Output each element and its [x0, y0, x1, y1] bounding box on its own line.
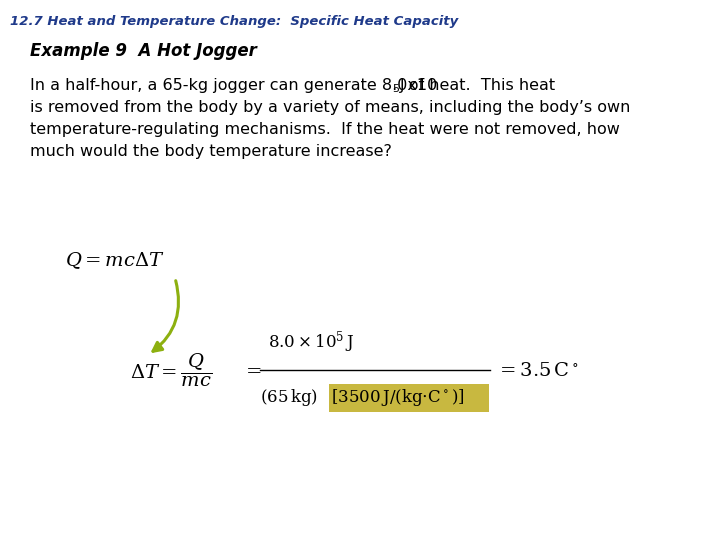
Text: $8.0\times10^5\,\mathrm{J}$: $8.0\times10^5\,\mathrm{J}$: [268, 329, 354, 355]
Text: In a half-hour, a 65-kg jogger can generate 8.0x10: In a half-hour, a 65-kg jogger can gener…: [30, 78, 437, 93]
Text: $=$: $=$: [242, 361, 262, 380]
Text: is removed from the body by a variety of means, including the body’s own: is removed from the body by a variety of…: [30, 100, 631, 115]
FancyBboxPatch shape: [329, 384, 489, 412]
Text: $(65\,\mathrm{kg})$: $(65\,\mathrm{kg})$: [260, 388, 318, 408]
Text: $\Delta T = \dfrac{Q}{mc}$: $\Delta T = \dfrac{Q}{mc}$: [130, 352, 212, 389]
Text: Example 9  A Hot Jogger: Example 9 A Hot Jogger: [30, 42, 257, 60]
Text: $Q = mc\Delta T$: $Q = mc\Delta T$: [65, 250, 164, 271]
Text: 12.7 Heat and Temperature Change:  Specific Heat Capacity: 12.7 Heat and Temperature Change: Specif…: [10, 15, 458, 28]
Text: 5: 5: [392, 84, 399, 94]
Text: temperature-regulating mechanisms.  If the heat were not removed, how: temperature-regulating mechanisms. If th…: [30, 122, 620, 137]
Text: $=3.5\,\mathrm{C}^\circ$: $=3.5\,\mathrm{C}^\circ$: [496, 361, 579, 380]
Text: much would the body temperature increase?: much would the body temperature increase…: [30, 144, 392, 159]
Text: $[3500\,\mathrm{J/(kg{\cdot}C^\circ)}]$: $[3500\,\mathrm{J/(kg{\cdot}C^\circ)}]$: [331, 388, 464, 408]
Text: J of heat.  This heat: J of heat. This heat: [400, 78, 556, 93]
